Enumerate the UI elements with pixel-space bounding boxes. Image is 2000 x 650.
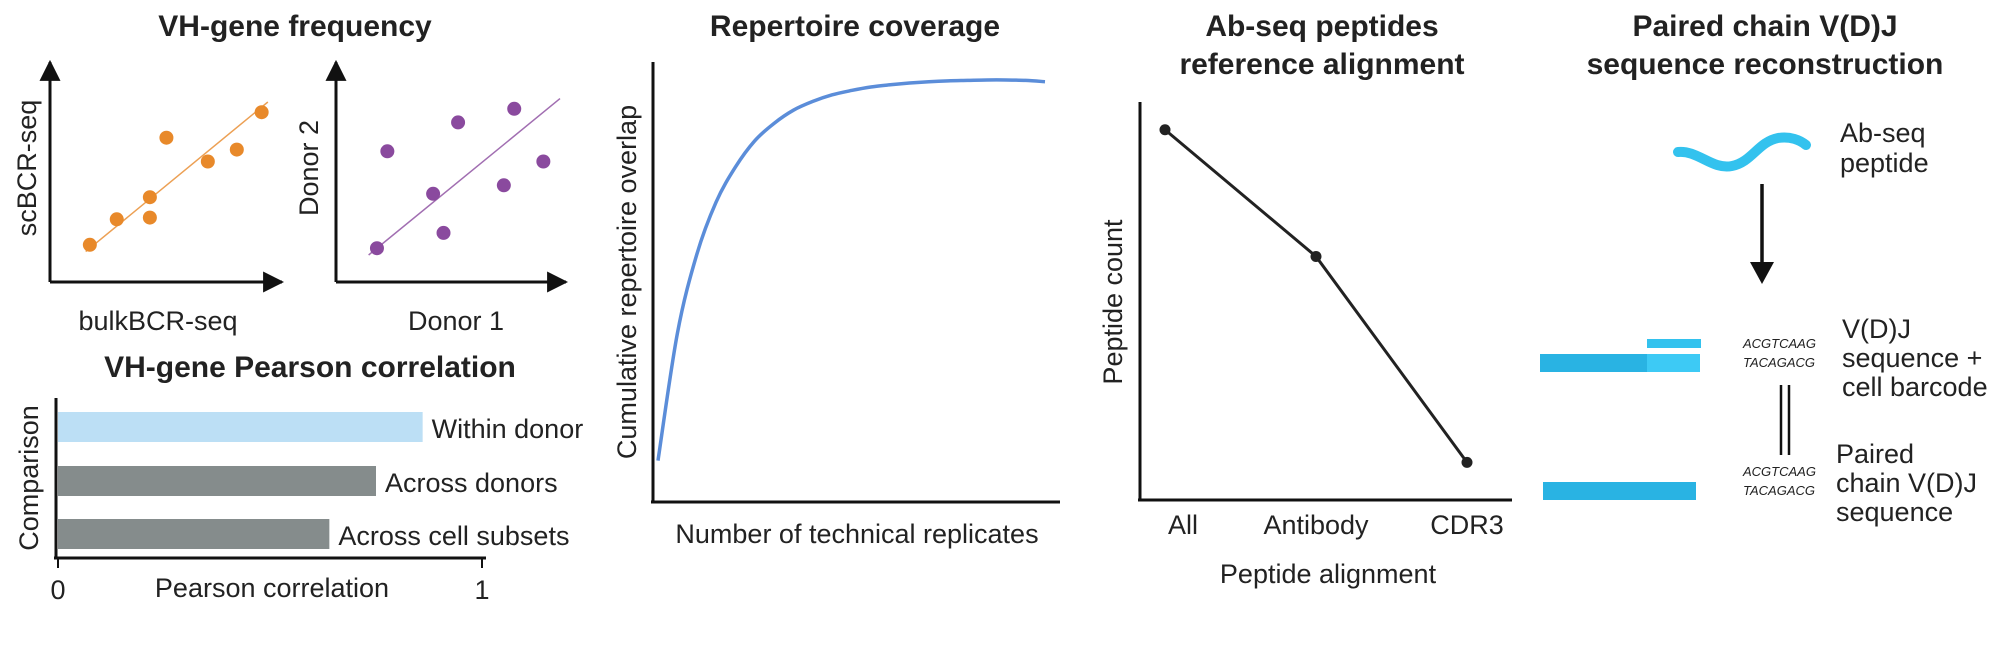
panel-title-repertoire: Repertoire coverage <box>710 10 1000 43</box>
saturation-curve <box>656 78 1046 461</box>
y-axis-label: scBCR-seq <box>12 100 42 237</box>
vdj-label-line3: cell barcode <box>1842 372 1988 402</box>
panel-title-paired-line1: Paired chain V(D)J <box>1632 10 1897 43</box>
x-axis-label: Peptide alignment <box>1220 559 1437 589</box>
bar-label: Within donor <box>432 414 584 444</box>
vdj-read-overlap <box>1647 354 1700 372</box>
barcode-seq-top-2: ACGTCAAG <box>1742 464 1816 479</box>
paired-label-line3: sequence <box>1836 497 1953 527</box>
scatter-point <box>426 186 441 201</box>
panel-title-paired-line2: sequence reconstruction <box>1587 48 1944 81</box>
vdj-label-line2: sequence + <box>1842 343 1982 373</box>
x-tick-label: CDR3 <box>1430 510 1504 540</box>
scatter-point <box>436 225 451 240</box>
panel-title-vh-frequency: VH-gene frequency <box>158 10 432 43</box>
scatter-point <box>380 144 395 159</box>
y-axis-label: Cumulative repertoire overlap <box>612 105 642 459</box>
y-axis-label: Comparison <box>14 405 44 551</box>
paired-label-line1: Paired <box>1836 439 1914 469</box>
peptide-count-line <box>1164 128 1469 464</box>
scatter-point <box>200 154 215 169</box>
scatter-point <box>496 178 511 193</box>
bar-label: Across cell subsets <box>338 521 569 551</box>
scatter-point <box>507 101 522 116</box>
scatter-bulk-vs-sc: bulkBCR-seq scBCR-seq <box>12 59 285 336</box>
trend-line-segment <box>85 101 269 253</box>
peptide-label-line2: peptide <box>1840 148 1929 178</box>
data-points <box>82 105 269 252</box>
peptide-label-line1: Ab-seq <box>1840 118 1926 148</box>
bar-chart-title: VH-gene Pearson correlation <box>104 351 516 384</box>
bar <box>58 466 376 496</box>
paired-chain-bar <box>1543 482 1696 500</box>
bar <box>58 412 423 442</box>
line-point <box>1159 124 1171 136</box>
scatter-point <box>142 190 157 205</box>
bars: Within donor Across donors Across cell sub… <box>58 412 583 551</box>
paired-label-line2: chain V(D)J <box>1836 468 1977 498</box>
bar <box>58 519 330 549</box>
x-axis-label: bulkBCR-seq <box>78 306 237 336</box>
trend-line <box>85 101 269 253</box>
data-points <box>369 101 551 256</box>
line-point <box>1461 456 1473 468</box>
scatter-point <box>159 130 174 145</box>
trend-line <box>368 98 561 256</box>
x-axis-label: Number of technical replicates <box>675 519 1038 549</box>
peptide-squiggle-icon <box>1673 132 1811 172</box>
peptide-alignment-chart: Peptide count Peptide alignment All Antib… <box>1098 102 1512 589</box>
scatter-point <box>254 105 269 120</box>
y-axis-label: Donor 2 <box>294 120 324 216</box>
scatter-point <box>369 241 384 256</box>
peptide-match-bar <box>1647 339 1701 348</box>
scatter-donor1-vs-donor2: Donor 1 Donor 2 <box>294 59 569 336</box>
bar-label: Across donors <box>385 468 558 498</box>
repertoire-coverage-chart: Cumulative repertoire overlap Number of … <box>612 62 1060 549</box>
data-points <box>1159 124 1473 468</box>
vdj-label-line1: V(D)J <box>1842 314 1911 344</box>
x-tick-label: Antibody <box>1263 510 1369 540</box>
scatter-point <box>109 212 124 227</box>
x-tick-label: All <box>1168 510 1198 540</box>
pearson-bar-chart: Comparison Within donor Across donors Acro… <box>14 398 583 605</box>
trend-line-segment <box>368 98 561 256</box>
x-axis-label: Donor 1 <box>408 306 504 336</box>
scatter-point <box>451 115 466 130</box>
down-arrow-icon <box>1750 262 1774 284</box>
barcode-seq-bottom-1: TACAGACG <box>1743 355 1815 370</box>
x-tick-labels: All Antibody CDR3 <box>1168 510 1504 540</box>
line-point <box>1310 250 1322 262</box>
paired-chain-panel: Paired chain V(D)J sequence reconstructi… <box>1540 10 1988 527</box>
x-tick-label: 1 <box>474 575 489 605</box>
y-axis-label: Peptide count <box>1098 219 1128 385</box>
scatter-point <box>82 237 97 252</box>
panel-title-abseq-line1: Ab-seq peptides <box>1205 10 1438 43</box>
barcode-seq-top-1: ACGTCAAG <box>1742 336 1816 351</box>
scatter-point <box>536 154 551 169</box>
x-axis-label: Pearson correlation <box>155 573 389 603</box>
x-tick-label: 0 <box>50 575 65 605</box>
scatter-point <box>142 210 157 225</box>
scatter-point <box>229 142 244 157</box>
panel-title-abseq-line2: reference alignment <box>1179 48 1464 81</box>
barcode-seq-bottom-2: TACAGACG <box>1743 483 1815 498</box>
